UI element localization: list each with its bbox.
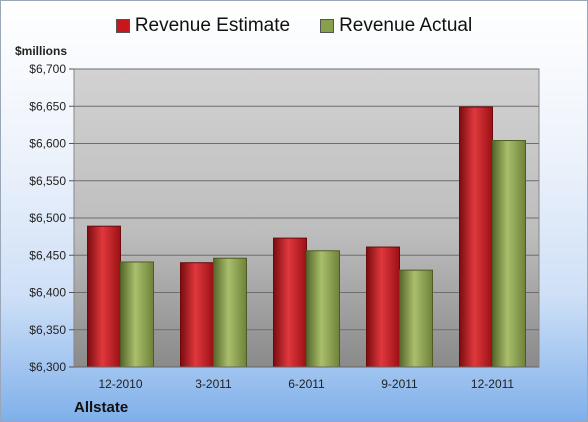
y-tick-label: $6,300 [29,360,66,374]
x-tick-label: 12-2010 [98,377,142,391]
bar-estimate [273,237,307,368]
legend-label-estimate: Revenue Estimate [134,15,291,36]
x-tick-label: 3-2011 [195,377,232,391]
y-tick-label: $6,350 [29,323,66,337]
bar-actual [492,140,526,368]
x-tick-label: 6-2011 [288,377,325,391]
x-tick-label: 9-2011 [381,377,418,391]
legend-swatch-actual [320,19,335,33]
bar-estimate [459,106,493,368]
y-tick-label: $6,650 [29,99,66,113]
y-tick-label: $6,600 [29,137,66,151]
legend-label-actual: Revenue Actual [339,15,473,36]
legend-swatch-estimate [115,19,130,33]
y-axis-label: $millions [15,44,68,58]
bar-estimate [366,246,400,368]
legend: Revenue Estimate Revenue Actual [1,15,587,37]
legend-entry-estimate: Revenue Estimate [115,15,291,37]
bar-actual [120,261,154,368]
y-tick-label: $6,500 [29,211,66,225]
legend-entry-actual: Revenue Actual [320,15,472,37]
y-tick-label: $6,700 [29,62,66,76]
bar-estimate [87,225,121,368]
bar-estimate [180,262,214,368]
y-tick-label: $6,550 [29,174,66,188]
bar-actual [306,250,340,368]
company-name: Allstate [74,399,129,416]
bar-actual [399,269,433,368]
y-tick-label: $6,400 [29,286,66,300]
x-tick-label: 12-2011 [471,377,514,391]
y-tick-label: $6,450 [29,248,66,262]
bar-actual [213,257,247,368]
